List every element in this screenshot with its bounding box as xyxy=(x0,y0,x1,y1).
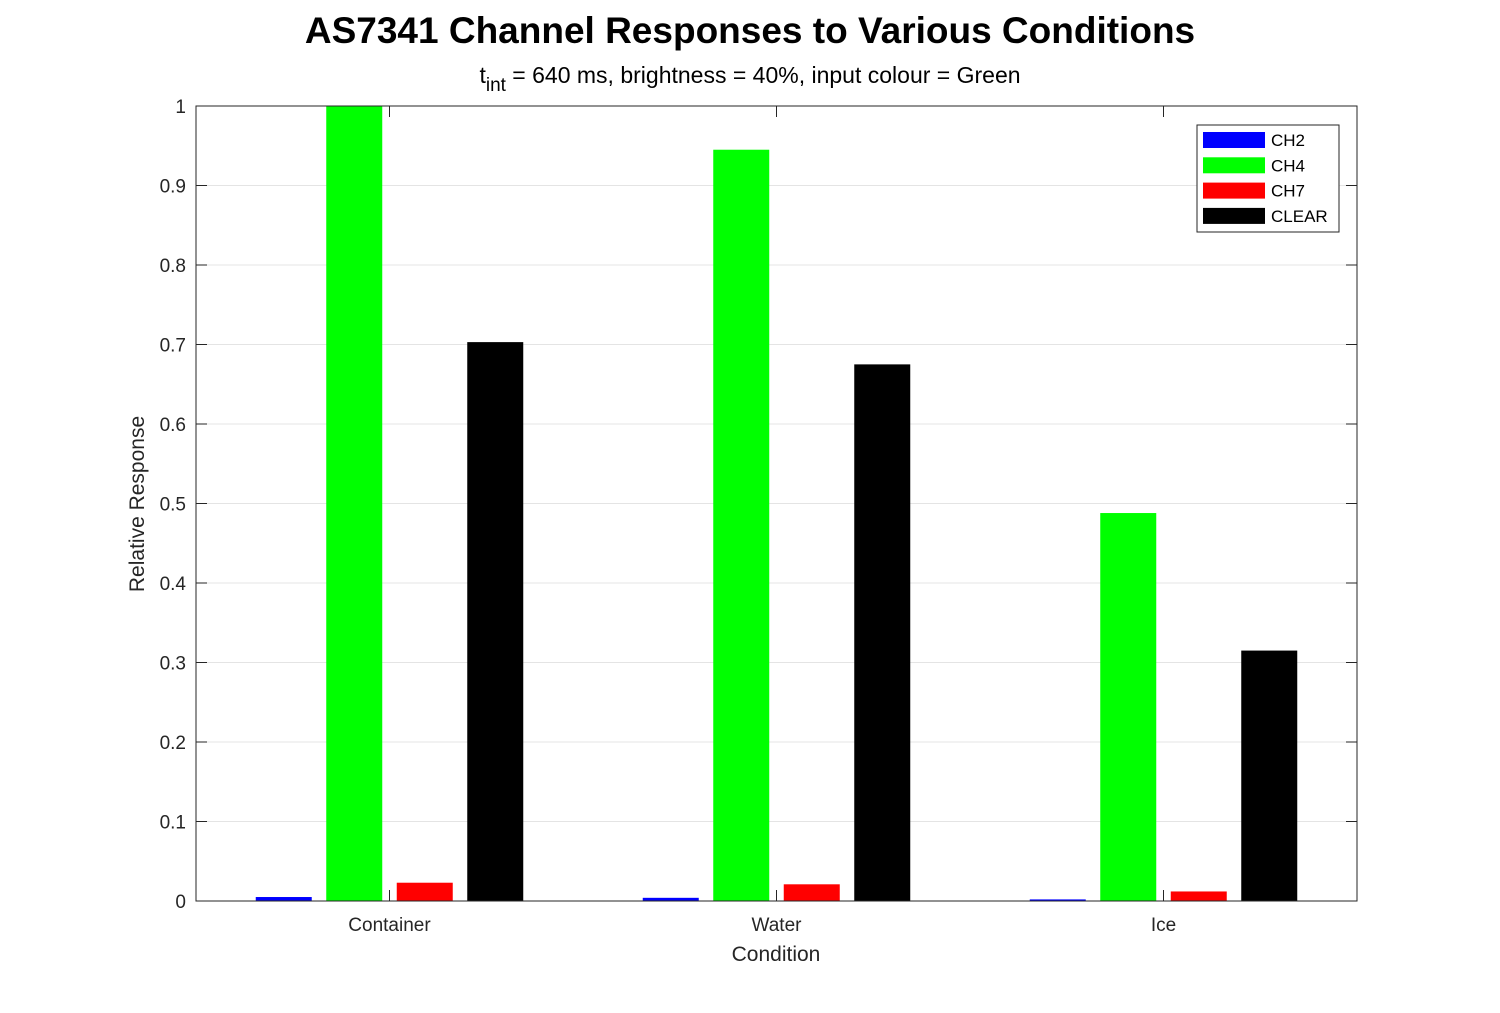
grid-lines xyxy=(196,185,1357,822)
y-tick-label: 0.4 xyxy=(160,574,187,595)
y-tick-label: 0.7 xyxy=(160,336,186,357)
y-tick-label: 0.3 xyxy=(160,654,186,675)
bar-ch2-ice xyxy=(1029,899,1086,901)
x-tick-label: Container xyxy=(348,915,431,936)
chart-title: AS7341 Channel Responses to Various Cond… xyxy=(304,10,1196,51)
bar-clear-container xyxy=(467,342,524,901)
y-tick-label: 0.1 xyxy=(160,813,186,834)
legend: CH2 CH4 CH7 CLEAR xyxy=(1196,124,1340,233)
bar-ch4-ice xyxy=(1100,513,1157,901)
legend-label-ch4: CH4 xyxy=(1271,156,1305,175)
legend-label-ch2: CH2 xyxy=(1271,131,1305,150)
bar-ch7-container xyxy=(396,882,453,901)
legend-label-clear: CLEAR xyxy=(1271,207,1328,226)
chart-subtitle: tint = 640 ms, brightness = 40%, input c… xyxy=(0,62,1500,97)
bar-ch4-water xyxy=(713,149,770,902)
legend-swatch-ch4 xyxy=(1203,157,1265,174)
bar-ch2-water xyxy=(642,897,699,901)
bar-ch4-container xyxy=(326,106,383,901)
y-tick-label: 0.6 xyxy=(160,415,186,436)
bar-clear-water xyxy=(854,364,911,901)
legend-swatch-ch2 xyxy=(1203,132,1265,148)
y-tick-label: 0 xyxy=(175,892,186,913)
x-axis-title: Condition xyxy=(732,943,821,966)
x-tick-label: Water xyxy=(752,915,803,936)
axes: 0 0.1 0.2 0.3 0.4 0.5 0.6 0.7 0.8 0.9 1 Container Wa… xyxy=(160,97,1358,936)
legend-swatch-clear xyxy=(1203,207,1265,224)
subtitle-subscript: int xyxy=(485,75,506,96)
bar-ch7-water xyxy=(783,884,840,901)
legend-swatch-ch7 xyxy=(1203,182,1265,199)
bars xyxy=(255,106,1298,902)
bar-ch2-container xyxy=(255,897,312,901)
y-axis-title: Relative Response xyxy=(126,416,149,592)
y-tick-label: 0.8 xyxy=(160,256,186,277)
subtitle-t: t xyxy=(479,62,486,88)
y-tick-label: 0.9 xyxy=(160,177,186,198)
bar-ch7-ice xyxy=(1170,891,1227,901)
subtitle-rest: = 640 ms, brightness = 40%, input colour… xyxy=(505,62,1021,88)
x-tick-label: Ice xyxy=(1151,915,1176,936)
y-tick-label: 0.2 xyxy=(160,733,186,754)
y-tick-label: 0.5 xyxy=(160,495,186,516)
y-tick-label: 1 xyxy=(175,97,186,118)
legend-label-ch7: CH7 xyxy=(1271,182,1305,201)
bar-clear-ice xyxy=(1241,650,1298,901)
